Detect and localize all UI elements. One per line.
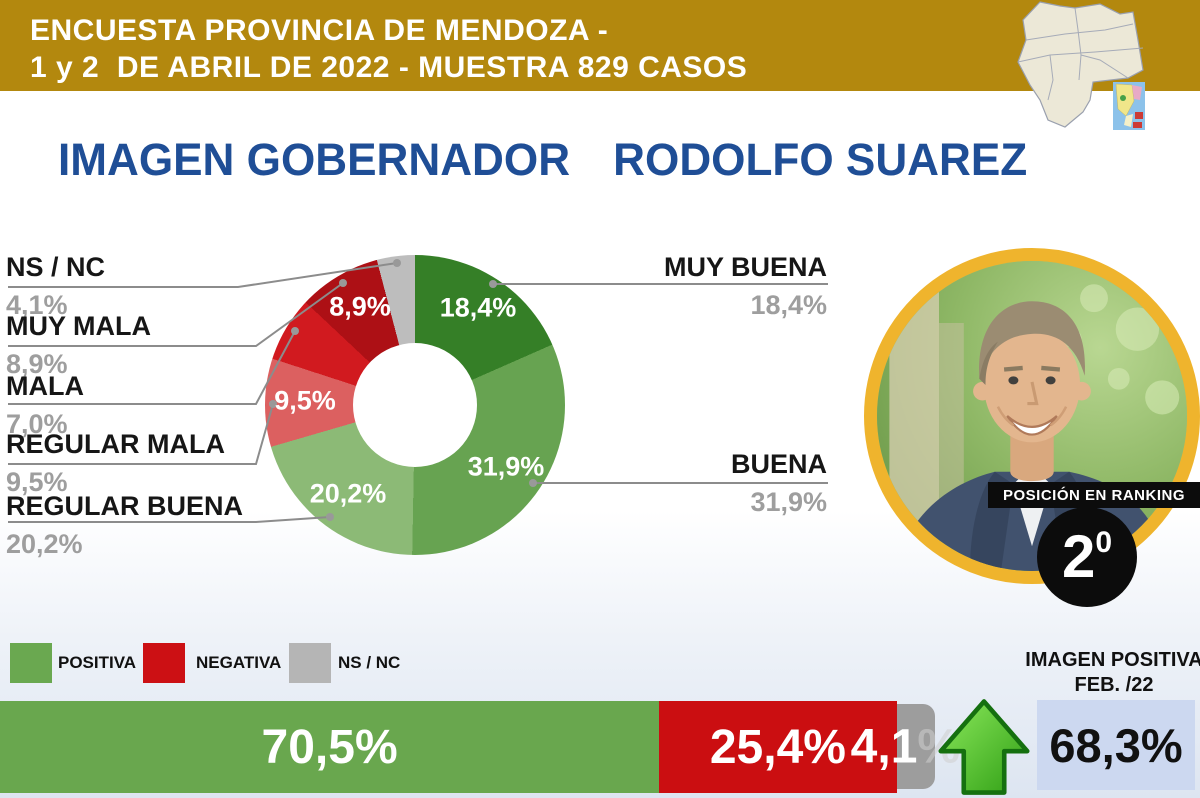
ranking-title: POSICIÓN EN RANKING (988, 482, 1200, 508)
callout-name: REGULAR BUENA (6, 491, 244, 521)
stacked-bar: 70,5% 25,4% 4,1% (0, 701, 960, 793)
legend-label-positiva: POSITIVA (58, 653, 137, 672)
callout-name: REGULAR MALA (6, 429, 225, 459)
callout-name: BUENA (730, 449, 827, 479)
bar-value-ns-nc: 4,1% (850, 720, 961, 773)
callout-regular-mala: REGULAR MALA 9,5% (6, 429, 225, 497)
page-title: IMAGEN GOBERNADOR RODOLFO SUAREZ (58, 134, 1136, 186)
bar-value-positiva: 70,5% (261, 720, 398, 774)
donut-value-muy-mala: 8,9% (329, 291, 391, 322)
mendoza-map (1017, 1, 1145, 130)
comparison-title: IMAGEN POSITIVA FEB. /22 (1025, 649, 1200, 696)
governor-photo (864, 248, 1200, 584)
trend-up-arrow-icon (938, 699, 1030, 795)
callout-regular-buena: REGULAR BUENA 20,2% (6, 491, 243, 559)
legend-swatch-negativa (143, 643, 185, 683)
legend-swatch-ns-nc (289, 643, 331, 683)
callout-pct: 9,5% (6, 467, 68, 497)
page-title-right: RODOLFO SUAREZ (613, 134, 1028, 185)
comparison-box: 68,3% (1037, 700, 1195, 790)
banner-line1: ENCUESTA PROVINCIA DE MENDOZA - (30, 14, 609, 47)
donut-value-regular-buena: 20,2% (309, 478, 387, 509)
callout-name: MUY MALA (6, 311, 151, 341)
bar-segment-negativa: 25,4% (659, 701, 897, 793)
donut-value-muy-buena: 18,4% (439, 292, 517, 323)
callout-name: NS / NC (6, 252, 106, 282)
callout-name: MUY BUENA (663, 252, 827, 282)
header-banner: ENCUESTA PROVINCIA DE MENDOZA - 1 y 2 DE… (0, 0, 1200, 91)
callout-muy-buena: MUY BUENA 18,4% (561, 252, 827, 320)
bar-value-negativa: 25,4% (709, 720, 846, 774)
banner-line2: 1 y 2 DE ABRIL DE 2022 - MUESTRA 829 CAS… (30, 51, 748, 84)
argentina-minimap (1113, 82, 1145, 130)
callout-pct: 20,2% (6, 529, 83, 559)
callout-buena: BUENA 31,9% (561, 449, 827, 517)
legend-label-negativa: NEGATIVA (196, 653, 282, 672)
legend-label-ns-nc: NS / NC (338, 653, 401, 672)
legend-swatch-positiva (10, 643, 52, 683)
callout-ns-nc: NS / NC 4,1% (6, 252, 105, 320)
bar-segment-ns-nc: 4,1% (851, 704, 960, 789)
comparison-value: 68,3% (1049, 718, 1183, 772)
ranking-number: 2 (1061, 523, 1096, 590)
bar-segment-positiva: 70,5% (0, 701, 660, 793)
callout-pct: 31,9% (750, 487, 827, 517)
callout-pct: 18,4% (750, 290, 827, 320)
page-title-left: IMAGEN GOBERNADOR (58, 134, 571, 185)
callout-name: MALA (6, 371, 84, 401)
callout-muy-mala: MUY MALA 8,9% (6, 311, 151, 379)
donut-value-regular-mala: 9,5% (274, 385, 336, 416)
donut-value-buena: 31,9% (467, 451, 545, 482)
